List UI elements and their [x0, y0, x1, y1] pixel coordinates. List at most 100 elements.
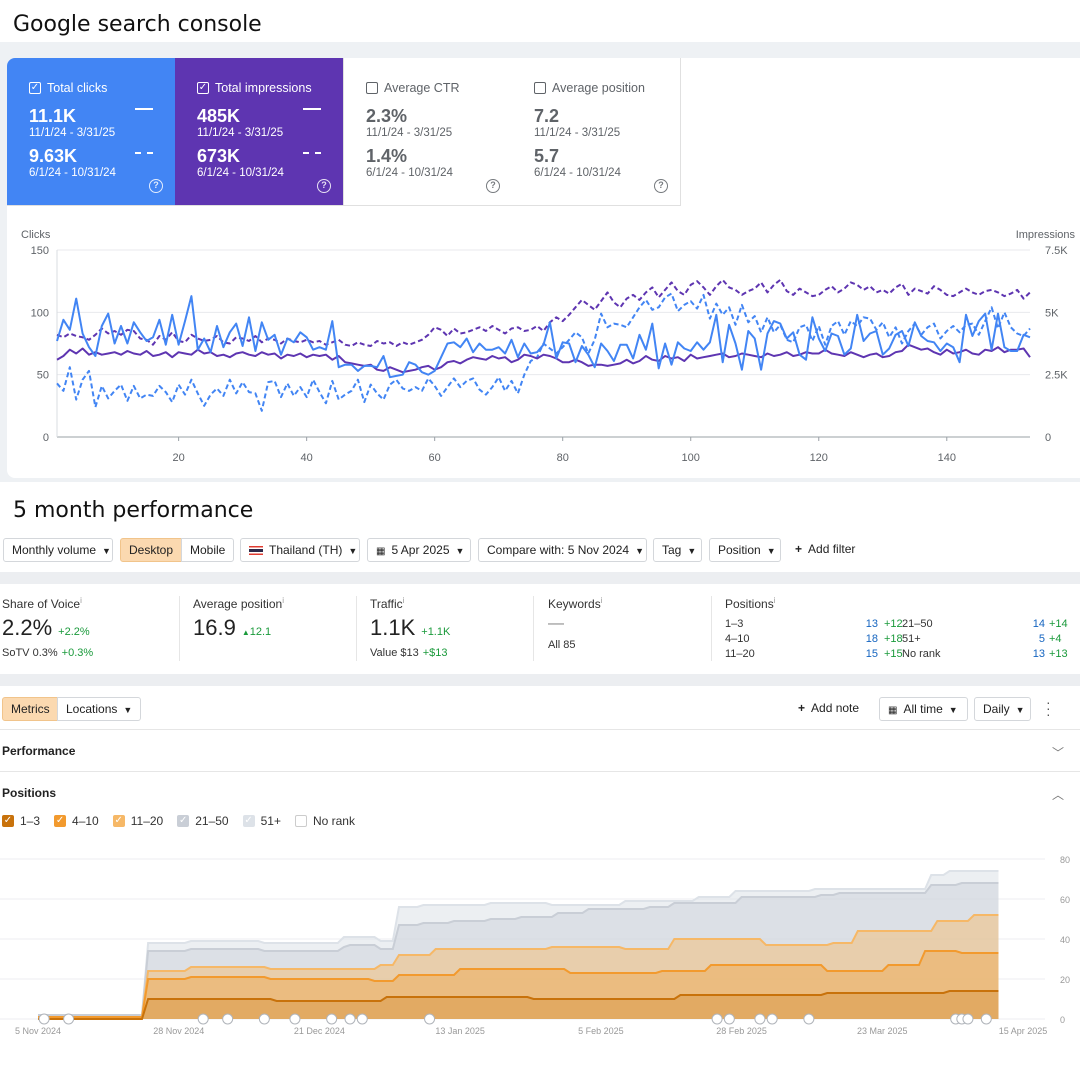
help-icon[interactable]: ?: [317, 179, 331, 193]
filter-toolbar: Monthly volume ▼ Desktop Mobile Thailand …: [0, 538, 1080, 562]
annotation-marker: [803, 1013, 815, 1025]
x-tick-label: 28 Nov 2024: [153, 1026, 204, 1036]
metric-card-total-clicks[interactable]: ✓ Total clicks 11.1K 11/1/24 - 3/31/25 9.…: [7, 58, 176, 206]
area-line-0: [38, 990, 999, 1020]
more-menu-icon[interactable]: · · ·: [1046, 694, 1051, 722]
checkbox-checked-icon[interactable]: ✓: [29, 82, 41, 94]
y-tick-label-right: 7.5K: [1045, 245, 1068, 257]
country-dropdown[interactable]: Thailand (TH) ▼: [240, 538, 360, 562]
checkbox-checked-icon: ✓: [112, 815, 125, 827]
annotation-marker: [424, 1013, 436, 1025]
daily-dropdown[interactable]: Daily ▼: [974, 697, 1031, 721]
area-line-1: [38, 950, 999, 1018]
calendar-icon: ▦: [888, 705, 898, 716]
metric-range-current: 11/1/24 - 3/31/25: [534, 127, 621, 139]
gsc-title: Google search console: [13, 12, 262, 37]
y-tick-label: 0: [1060, 1015, 1065, 1025]
tag-dropdown[interactable]: Tag ▼: [653, 538, 702, 562]
legend-item-4-10[interactable]: ✓ 4–10: [54, 814, 99, 828]
metric-range-current: 11/1/24 - 3/31/25: [366, 127, 453, 139]
y-axis-title-right: Impressions: [1016, 229, 1076, 241]
positions-section-header[interactable]: Positions: [2, 786, 57, 800]
y-tick-label-right: 2.5K: [1045, 370, 1068, 382]
metric-value-compare: 1.4%: [366, 146, 408, 166]
avgpos-value: 16.9: [193, 615, 236, 640]
solid-line-legend-icon: [135, 108, 153, 110]
area-fill-4: [38, 871, 999, 1019]
area-fill-2: [38, 915, 999, 1019]
checkbox-unchecked-icon[interactable]: [366, 82, 378, 94]
y-tick-label-left: 150: [31, 245, 49, 257]
annotation-marker: [980, 1013, 992, 1025]
annotation-marker: [197, 1013, 209, 1025]
annotation-marker: [326, 1013, 338, 1025]
help-icon[interactable]: ?: [654, 179, 668, 193]
metric-card-average-position[interactable]: Average position 7.2 11/1/24 - 3/31/25 5…: [512, 58, 681, 206]
solid-line-legend-icon: [303, 108, 321, 110]
info-icon: i: [773, 596, 776, 605]
checkbox-checked-icon[interactable]: ✓: [197, 82, 209, 94]
chevron-down-icon[interactable]: ﹀: [1051, 746, 1064, 760]
performance-section-header[interactable]: Performance: [2, 744, 76, 758]
help-icon[interactable]: ?: [486, 179, 500, 193]
y-tick-label-right: 0: [1045, 432, 1051, 444]
plus-icon: +: [798, 701, 806, 715]
y-tick-label: 40: [1060, 935, 1070, 945]
metric-label: Total impressions: [215, 81, 312, 95]
checkbox-unchecked-icon[interactable]: [534, 82, 546, 94]
legend-item-51-plus[interactable]: ✓ 51+: [242, 814, 281, 828]
date-picker[interactable]: ▦ 5 Apr 2025 ▼: [367, 538, 471, 562]
x-tick-label: 15 Apr 2025: [999, 1026, 1048, 1036]
metric-value-compare: 9.63K: [29, 146, 78, 166]
desktop-toggle[interactable]: Desktop: [120, 538, 182, 562]
add-note-button[interactable]: + Add note: [790, 697, 870, 721]
y-tick-label-left: 100: [31, 307, 49, 319]
info-icon: i: [80, 596, 82, 605]
metric-card-total-impressions[interactable]: ✓ Total impressions 485K 11/1/24 - 3/31/2…: [175, 58, 344, 206]
annotation-marker: [289, 1013, 301, 1025]
plus-icon: +: [795, 542, 803, 556]
mobile-toggle[interactable]: Mobile: [181, 538, 234, 562]
metric-value-current: 2.3%: [366, 106, 408, 126]
legend-item-11-20[interactable]: ✓ 11–20: [112, 814, 164, 828]
add-filter-button[interactable]: + Add filter: [787, 538, 867, 562]
monthly-volume-dropdown[interactable]: Monthly volume ▼: [3, 538, 113, 562]
checkbox-checked-icon: ✓: [54, 815, 67, 827]
annotation-marker: [63, 1013, 75, 1025]
annotation-marker: [723, 1013, 735, 1025]
checkbox-checked-icon: ✓: [177, 815, 190, 827]
series-line-2: [56, 343, 1031, 374]
legend-item-21-50[interactable]: ✓ 21–50: [177, 814, 229, 828]
legend-item-1-3[interactable]: ✓ 1–3: [2, 814, 41, 828]
chevron-up-icon[interactable]: ︿: [1051, 788, 1064, 802]
separator-band: [0, 572, 1080, 584]
series-line-0: [56, 295, 1031, 379]
checkbox-checked-icon: ✓: [2, 815, 14, 827]
metrics-tab[interactable]: Metrics: [2, 697, 58, 721]
legend-item-no-rank[interactable]: No rank: [294, 814, 355, 828]
compare-dropdown[interactable]: Compare with: 5 Nov 2024 ▼: [478, 538, 647, 562]
sov-delta: +2.2%: [58, 626, 90, 638]
position-dropdown[interactable]: Position ▼: [709, 538, 781, 562]
annotation-marker: [754, 1013, 766, 1025]
y-tick-label-left: 0: [43, 432, 49, 444]
keywords-stat: Keywordsi — All 85: [548, 596, 603, 651]
x-tick-label: 23 Mar 2025: [857, 1026, 908, 1036]
all-time-dropdown[interactable]: ▦ All time ▼: [879, 697, 968, 721]
metric-value-current: 485K: [197, 106, 241, 126]
info-icon: i: [600, 596, 603, 605]
checkbox-unchecked-icon: [294, 815, 307, 827]
summary-stats: Share of Voicei 2.2% +2.2% SoTV 0.3% +0.3%…: [0, 584, 1080, 674]
metric-card-average-ctr[interactable]: Average CTR 2.3% 11/1/24 - 3/31/25 1.4% …: [344, 58, 513, 206]
x-tick-label: 60: [429, 452, 441, 464]
y-tick-label: 80: [1060, 855, 1070, 865]
y-tick-label-right: 5K: [1045, 307, 1059, 319]
metric-label: Average CTR: [384, 81, 460, 95]
metric-label: Total clicks: [47, 81, 108, 95]
traffic-stat: Traffici 1.1K +1.1K Value $13 +$13: [370, 596, 451, 659]
locations-tab[interactable]: Locations ▼: [57, 697, 141, 721]
caret-down-icon: ▼: [102, 546, 111, 556]
metric-value-compare: 673K: [197, 146, 241, 166]
annotation-marker: [962, 1013, 974, 1025]
help-icon[interactable]: ?: [149, 179, 163, 193]
